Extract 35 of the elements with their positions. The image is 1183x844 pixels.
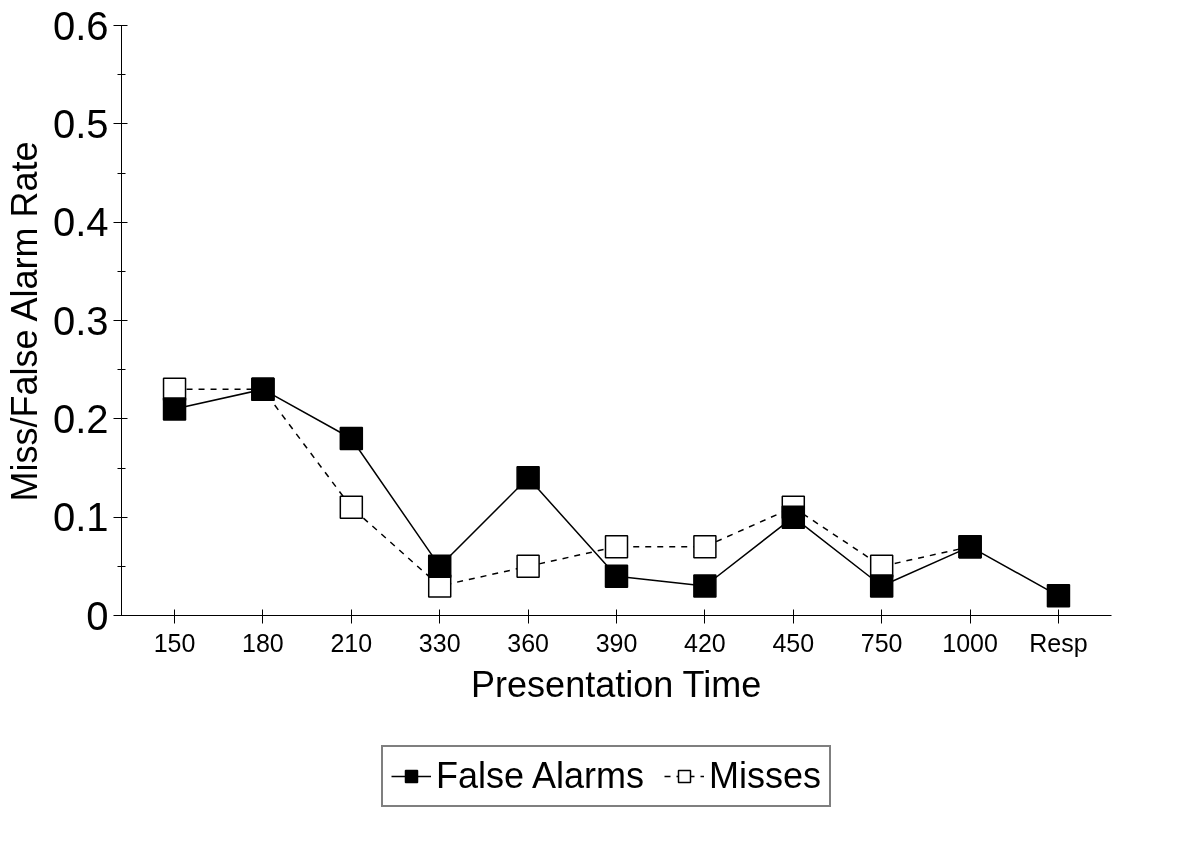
y-axis-title: Miss/False Alarm Rate [3, 141, 45, 502]
point [781, 505, 806, 529]
point [1046, 584, 1071, 608]
x-tick-label: Resp [1029, 628, 1088, 657]
point [604, 564, 629, 588]
y-tick-label: 0.4 [52, 200, 109, 245]
y-tick-label: 0.5 [52, 101, 109, 146]
x-tick-label: 420 [684, 628, 726, 657]
point [516, 554, 540, 579]
legend-label: Misses [709, 755, 822, 797]
x-tick-label: 390 [595, 628, 638, 657]
point [339, 495, 364, 520]
point [516, 466, 540, 490]
x-tick-label: 360 [507, 628, 549, 657]
y-tick-label: 0.3 [52, 298, 109, 343]
x-tick-label: 450 [772, 628, 815, 657]
point [693, 534, 717, 559]
point [339, 426, 364, 451]
point [604, 534, 629, 559]
point [162, 397, 187, 421]
point [693, 574, 717, 598]
point [427, 554, 452, 579]
x-tick-label: 210 [330, 628, 373, 657]
point [869, 574, 894, 598]
x-tick-label: 150 [153, 628, 196, 657]
y-tick-label: 0.6 [52, 3, 109, 48]
y-tick-label: 0.2 [52, 396, 109, 441]
y-tick-label: 0 [86, 593, 109, 638]
y-tick-label: 0.1 [52, 495, 109, 540]
x-axis-title: Presentation Time [471, 663, 762, 705]
x-tick-label: 1000 [942, 628, 998, 657]
legend-label: False Alarms [436, 755, 645, 797]
x-tick-label: 180 [242, 628, 284, 657]
x-tick-label: 750 [860, 628, 903, 657]
x-tick-label: 330 [418, 628, 461, 657]
